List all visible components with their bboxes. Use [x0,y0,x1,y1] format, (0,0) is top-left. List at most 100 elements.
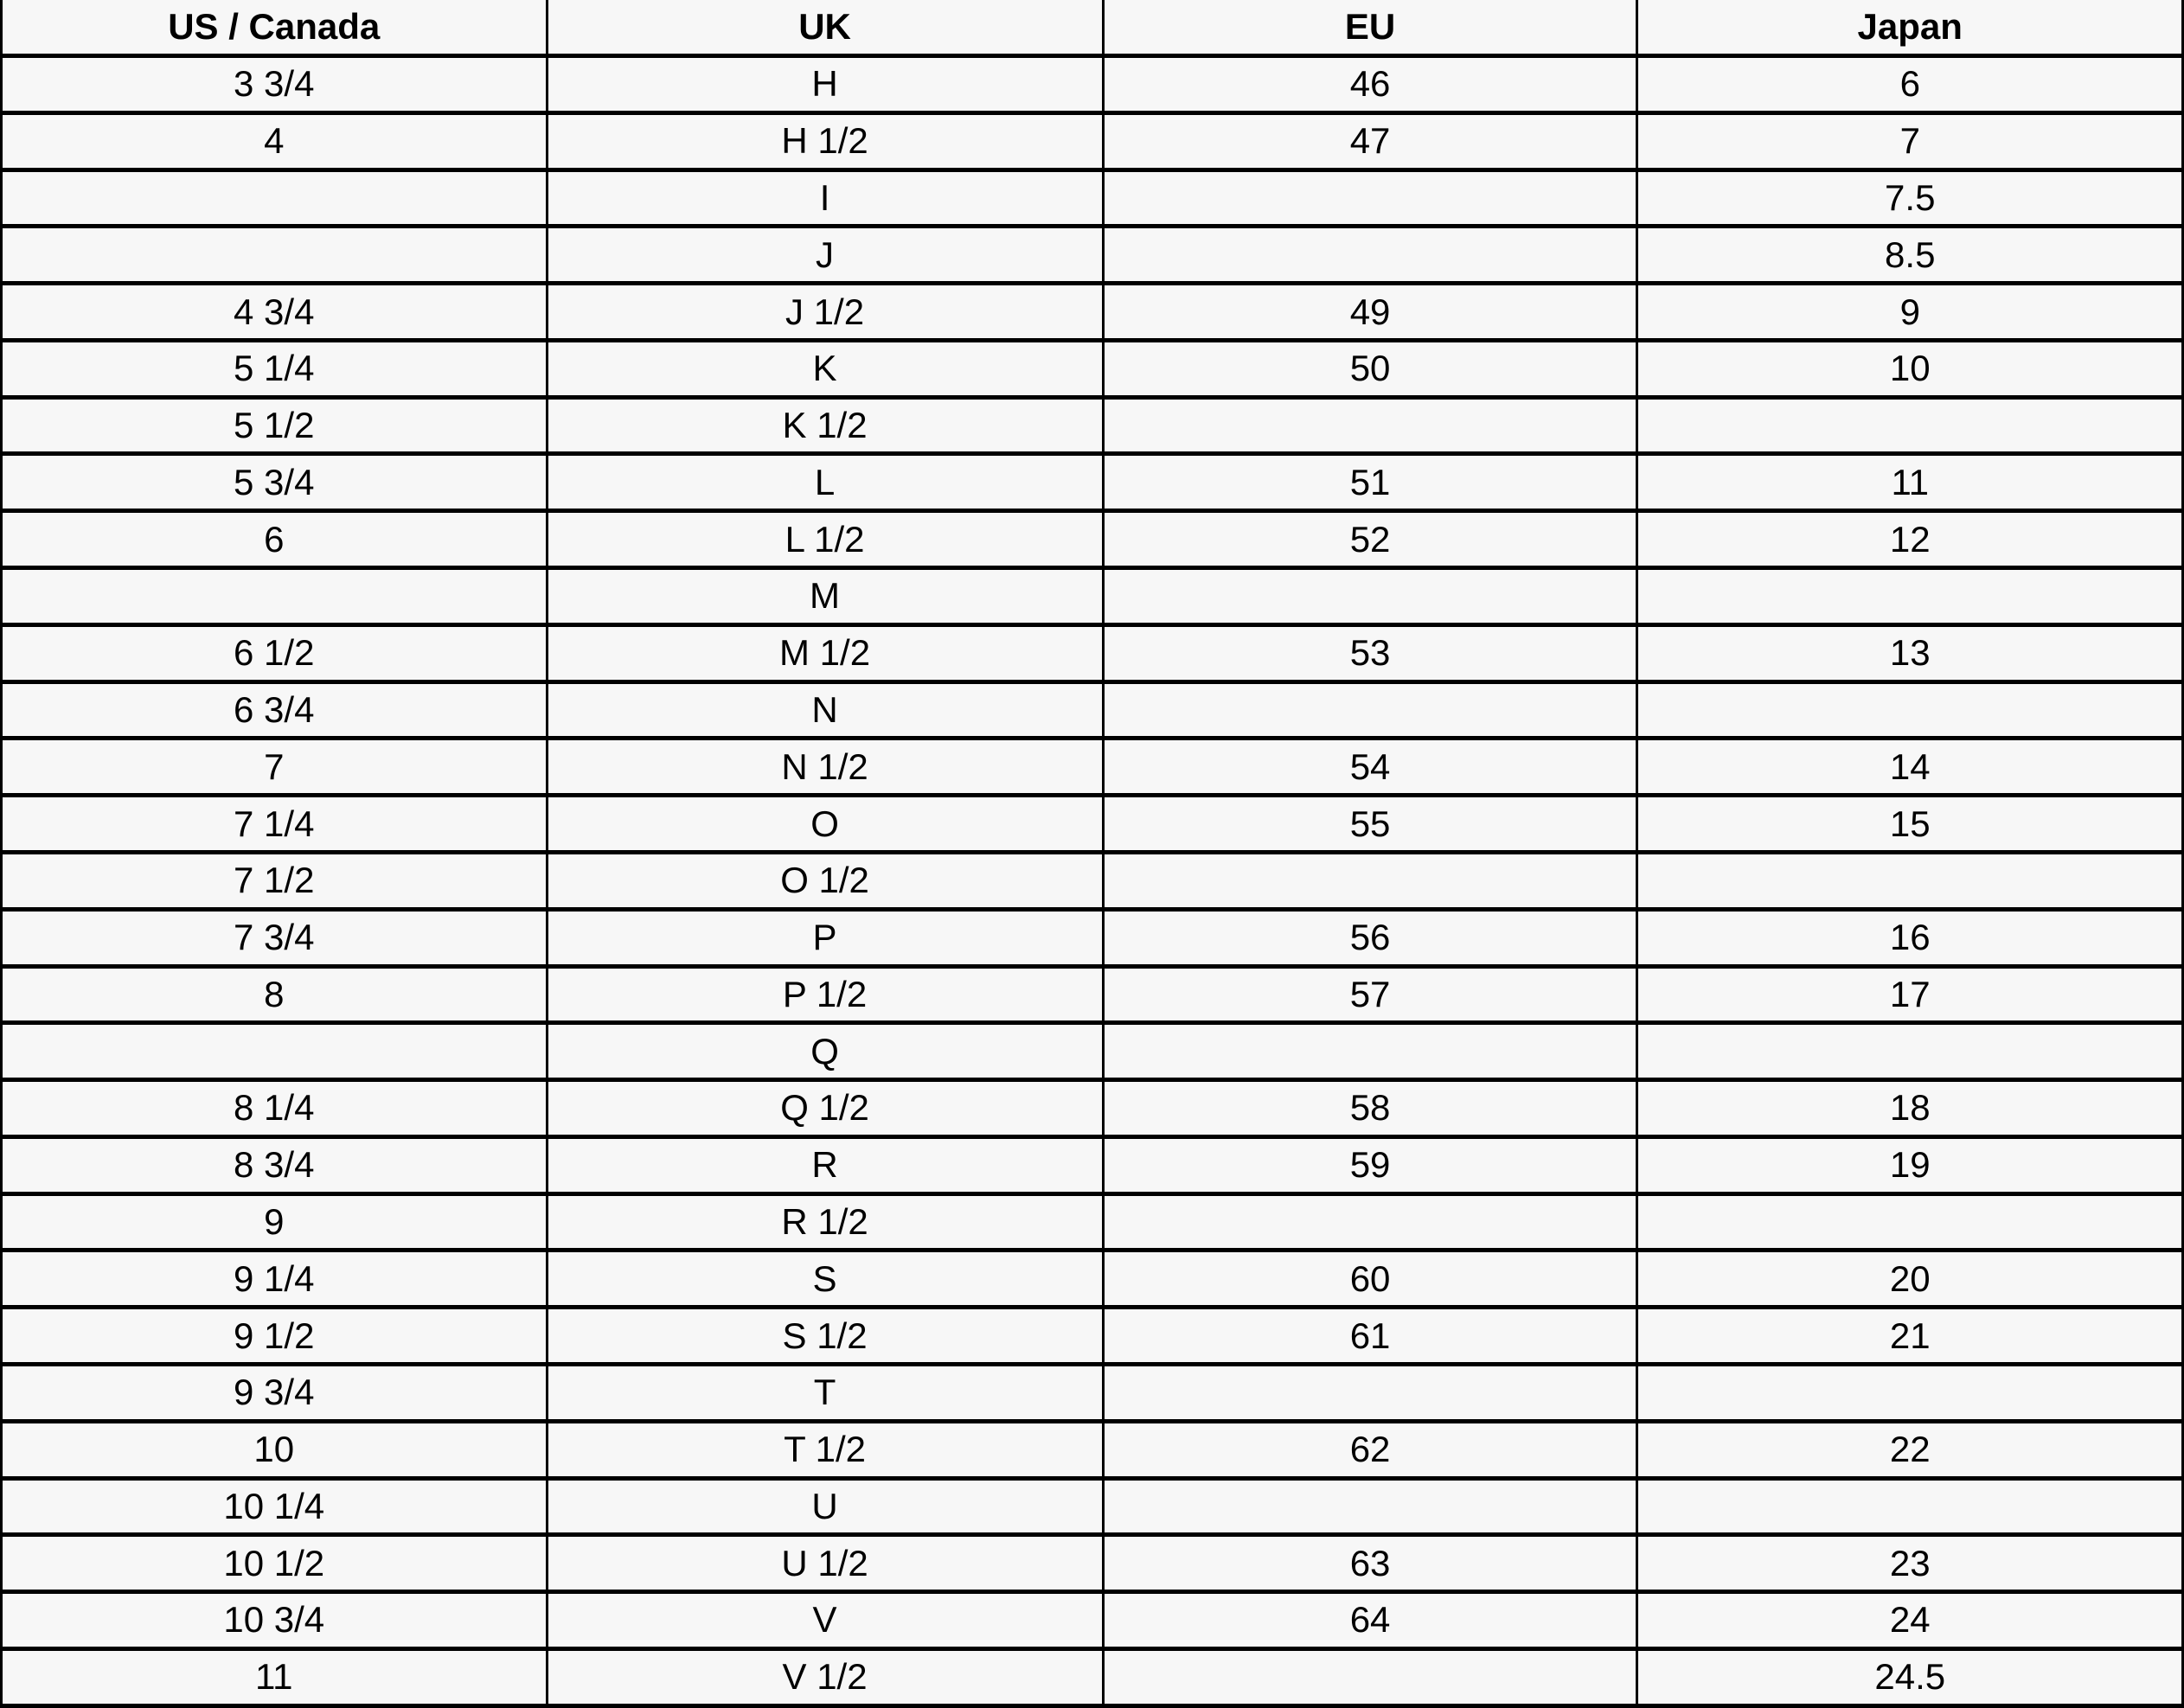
table-row: 6 1/2 M 1/2 53 13 [0,622,2184,684]
table-cell: 24.5 [1636,1646,2184,1708]
table-cell: 10 [0,1418,548,1481]
table-cell: 50 [1101,337,1639,400]
table-cell: L [545,451,1105,514]
table-cell: H [545,54,1105,115]
table-cell: 7 1/2 [0,849,548,912]
table-cell: 8 1/4 [0,1078,548,1139]
table-cell: T [545,1361,1105,1423]
table-row: 5 1/2 K 1/2 [0,394,2184,457]
table-cell: 61 [1101,1305,1639,1366]
table-cell: V [545,1590,1105,1651]
table-body: 3 3/4 H 46 6 4 H 1/2 47 7 I 7.5 J 8.5 4 3/4 J 1/2 49 9 5… [0,54,2184,1708]
table-cell: 4 3/4 [0,281,548,342]
table-row: 10 1/4 U [0,1475,2184,1538]
table-cell: 55 [1101,793,1639,854]
table-cell: 12 [1636,509,2184,571]
table-cell: 6 3/4 [0,679,548,741]
table-cell: 64 [1101,1590,1639,1651]
table-row: 7 1/2 O 1/2 [0,849,2184,912]
table-cell [1101,1475,1639,1538]
table-cell: V 1/2 [545,1646,1105,1708]
table-cell: 9 1/4 [0,1248,548,1310]
table-row: 3 3/4 H 46 6 [0,54,2184,115]
table-row: J 8.5 [0,224,2184,286]
table-cell [1101,394,1639,457]
table-cell: 10 [1636,337,2184,400]
table-cell [1101,566,1639,627]
header-row: US / Canada UK EU Japan [0,0,2184,58]
table-cell: 11 [1636,451,2184,514]
table-cell: 58 [1101,1078,1639,1139]
table-row: 6 3/4 N [0,679,2184,741]
table-cell: 24 [1636,1590,2184,1651]
table-cell [0,167,548,229]
table-cell: Q 1/2 [545,1078,1105,1139]
table-cell: P [545,906,1105,969]
table-cell: O 1/2 [545,849,1105,912]
table-cell: 8 3/4 [0,1134,548,1196]
table-cell: 19 [1636,1134,2184,1196]
table-cell: I [545,167,1105,229]
table-cell: 18 [1636,1078,2184,1139]
table-cell: 4 [0,110,548,172]
table-row: 5 3/4 L 51 11 [0,451,2184,514]
table-cell: T 1/2 [545,1418,1105,1481]
table-cell [1636,849,2184,912]
table-cell: 8 [0,963,548,1026]
table-cell [1636,566,2184,627]
table-cell: J 1/2 [545,281,1105,342]
table-cell: 59 [1101,1134,1639,1196]
table-cell: K 1/2 [545,394,1105,457]
table-row: 10 T 1/2 62 22 [0,1418,2184,1481]
column-header-uk: UK [545,0,1105,58]
table-cell: L 1/2 [545,509,1105,571]
table-cell: H 1/2 [545,110,1105,172]
table-cell: O [545,793,1105,854]
table-cell: 47 [1101,110,1639,172]
table-cell: 20 [1636,1248,2184,1310]
table-cell: 6 [0,509,548,571]
table-cell: 11 [0,1646,548,1708]
table-row: 4 3/4 J 1/2 49 9 [0,281,2184,342]
table-row: 9 1/2 S 1/2 61 21 [0,1305,2184,1366]
table-row: 5 1/4 K 50 10 [0,337,2184,400]
table-cell [1636,679,2184,741]
table-cell: M 1/2 [545,622,1105,684]
table-cell [1636,1020,2184,1083]
table-row: 7 1/4 O 55 15 [0,793,2184,854]
table-cell: 22 [1636,1418,2184,1481]
table-cell: R 1/2 [545,1191,1105,1253]
table-cell: 56 [1101,906,1639,969]
table-cell: 3 3/4 [0,54,548,115]
table-cell [0,566,548,627]
table-cell: J [545,224,1105,286]
table-row: 9 1/4 S 60 20 [0,1248,2184,1310]
table-cell [0,1020,548,1083]
table-cell: 5 1/4 [0,337,548,400]
table-cell: 52 [1101,509,1639,571]
table-cell: 7 3/4 [0,906,548,969]
table-cell: 54 [1101,736,1639,798]
table-cell [1636,1191,2184,1253]
table-cell: 9 [1636,281,2184,342]
table-cell [0,224,548,286]
table-row: 7 3/4 P 56 16 [0,906,2184,969]
table-cell: 9 1/2 [0,1305,548,1366]
table-cell: 5 1/2 [0,394,548,457]
column-header-japan: Japan [1636,0,2184,58]
table-cell: 7 [1636,110,2184,172]
table-cell: 21 [1636,1305,2184,1366]
table-cell: 10 3/4 [0,1590,548,1651]
table-cell: 7.5 [1636,167,2184,229]
table-cell: 16 [1636,906,2184,969]
table-cell: M [545,566,1105,627]
table-cell [1101,849,1639,912]
table-cell: P 1/2 [545,963,1105,1026]
table-cell: 6 1/2 [0,622,548,684]
table-cell: U [545,1475,1105,1538]
